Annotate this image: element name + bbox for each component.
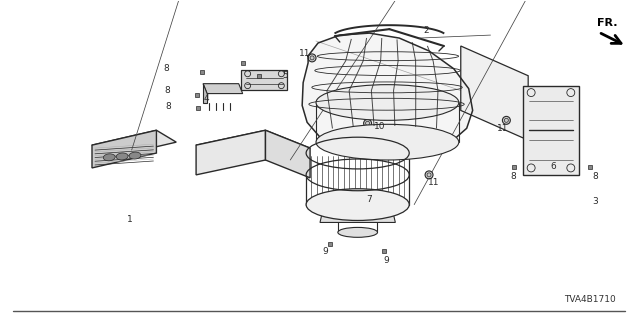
Polygon shape xyxy=(196,130,266,175)
Ellipse shape xyxy=(129,152,141,159)
Text: 11: 11 xyxy=(497,124,508,133)
Polygon shape xyxy=(302,33,473,156)
Text: 11: 11 xyxy=(300,49,311,59)
Text: 9: 9 xyxy=(383,256,389,265)
Circle shape xyxy=(308,54,316,62)
Polygon shape xyxy=(92,130,156,168)
Text: 10: 10 xyxy=(374,122,385,131)
Polygon shape xyxy=(266,130,310,178)
Polygon shape xyxy=(203,84,243,93)
Polygon shape xyxy=(320,210,396,222)
Text: 2: 2 xyxy=(423,26,429,35)
Ellipse shape xyxy=(103,154,115,161)
Text: 8: 8 xyxy=(164,86,170,95)
Polygon shape xyxy=(92,130,176,157)
Text: 11: 11 xyxy=(428,178,440,187)
Text: 1: 1 xyxy=(127,215,132,224)
Ellipse shape xyxy=(306,189,409,220)
Ellipse shape xyxy=(338,228,378,237)
Text: 8: 8 xyxy=(166,102,172,111)
Polygon shape xyxy=(461,46,528,140)
Ellipse shape xyxy=(316,124,459,160)
Text: 3: 3 xyxy=(593,197,598,206)
Text: TVA4B1710: TVA4B1710 xyxy=(564,295,616,304)
Polygon shape xyxy=(196,130,310,163)
Circle shape xyxy=(425,171,433,179)
Circle shape xyxy=(364,119,372,127)
Text: 9: 9 xyxy=(322,247,328,256)
Text: 4: 4 xyxy=(203,94,209,103)
Polygon shape xyxy=(524,86,579,175)
Text: 8: 8 xyxy=(163,64,169,73)
Text: 7: 7 xyxy=(367,195,372,204)
Ellipse shape xyxy=(116,153,128,160)
Text: 8: 8 xyxy=(511,172,516,181)
Polygon shape xyxy=(241,70,287,90)
Text: 8: 8 xyxy=(593,172,598,181)
Text: 5: 5 xyxy=(282,71,288,80)
Ellipse shape xyxy=(316,85,459,120)
Text: 6: 6 xyxy=(550,163,556,172)
Text: FR.: FR. xyxy=(596,18,617,28)
Polygon shape xyxy=(203,84,207,103)
Circle shape xyxy=(502,116,510,124)
